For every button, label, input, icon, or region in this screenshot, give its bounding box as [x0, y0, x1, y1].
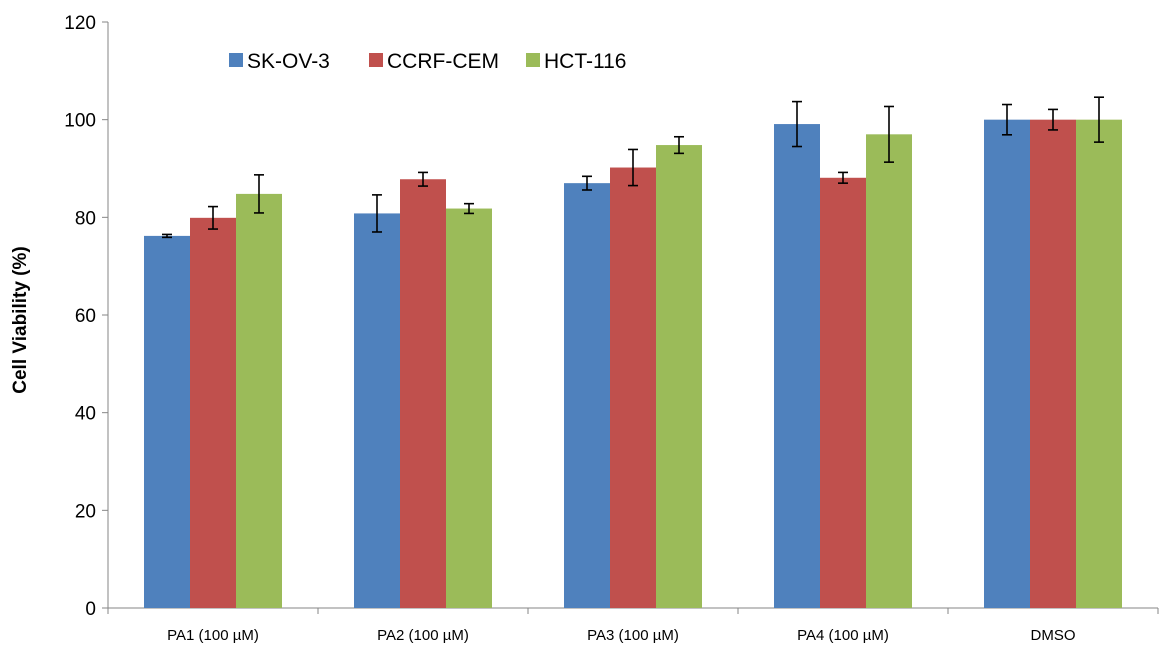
- bars: [144, 119, 1122, 609]
- legend-swatch: [526, 53, 540, 67]
- y-tick-label: 40: [75, 404, 96, 425]
- bar: [820, 177, 866, 609]
- axes: 0 20 40 60 80 100 120 PA1 (100 µM) PA2 (100 µM) P…: [64, 13, 1159, 644]
- y-tick-label: 80: [75, 208, 96, 229]
- bar: [866, 134, 912, 609]
- y-tick-label: 20: [75, 501, 96, 522]
- y-tick-label: 100: [64, 111, 96, 132]
- legend-swatch: [369, 53, 383, 67]
- bar: [1030, 119, 1076, 609]
- x-tick-label: PA1 (100 µM): [167, 627, 259, 644]
- bar: [984, 119, 1030, 609]
- legend-label: CCRF-CEM: [387, 50, 499, 73]
- error-bars: [162, 96, 1104, 239]
- bar: [774, 124, 820, 608]
- bar: [144, 235, 190, 608]
- legend-label: SK-OV-3: [247, 50, 330, 73]
- bar: [354, 213, 400, 608]
- y-axis-title: Cell Viability (%): [10, 246, 31, 393]
- bar: [610, 167, 656, 609]
- bar: [236, 193, 282, 609]
- bar: [190, 217, 236, 609]
- bar: [564, 183, 610, 608]
- y-tick-label: 120: [64, 13, 96, 34]
- x-tick-label: PA4 (100 µM): [797, 627, 889, 644]
- bar: [446, 208, 492, 608]
- x-tick-label: PA3 (100 µM): [587, 627, 679, 644]
- x-tick-label: PA2 (100 µM): [377, 627, 469, 644]
- bar: [400, 179, 446, 608]
- bar: [1076, 119, 1122, 609]
- y-tick-label: 0: [85, 599, 96, 620]
- legend: SK-OV-3 CCRF-CEM HCT-116: [229, 50, 626, 73]
- bar: [656, 145, 702, 608]
- legend-label: HCT-116: [544, 50, 626, 73]
- y-tick-label: 60: [75, 306, 96, 327]
- legend-swatch: [229, 53, 243, 67]
- x-tick-label: DMSO: [1031, 627, 1076, 644]
